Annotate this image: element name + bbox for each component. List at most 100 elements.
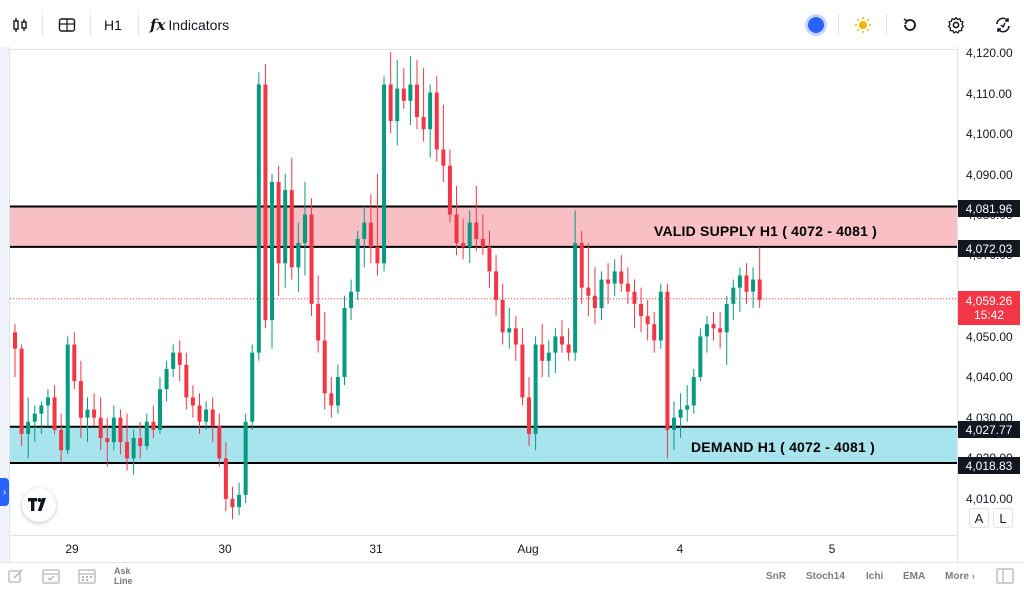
candle-body [672,417,676,430]
snr-button[interactable]: SnR [766,571,786,582]
candle [540,324,545,378]
candle [26,397,31,459]
candle-body [78,381,83,418]
stoch14-button[interactable]: Stoch14 [806,571,845,582]
candle-body [678,409,683,418]
candle-body [98,417,103,438]
candle [263,64,268,329]
candle-body [375,247,380,264]
toolbar-divider [90,14,91,36]
candle [217,413,222,467]
candle [32,405,37,443]
candle-body [237,494,242,508]
theme-sun-icon[interactable] [850,10,876,40]
supply-bottom-price-label: 4,072.03 [958,240,1020,257]
candle [414,60,419,130]
calendar-grid-icon[interactable] [78,568,96,589]
candle-body [355,238,360,292]
ask-line-button[interactable]: Ask Line [114,566,133,586]
candle [527,377,532,447]
candle [276,165,281,296]
calendar-check-icon[interactable] [42,568,60,589]
candle-body [685,405,690,410]
chart-pane[interactable]: VALID SUPPLY H1 ( 4072 - 4081 ) DEMAND H… [10,47,957,535]
pencil-icon[interactable] [8,568,24,589]
compare-icon[interactable] [54,10,80,40]
candle [283,173,288,288]
candle-body [606,279,611,284]
settings-gear-icon[interactable] [943,10,969,40]
tradingview-logo[interactable] [22,488,56,522]
candle-body [138,437,143,447]
candle-body [65,344,70,451]
log-scale-button[interactable]: L [993,508,1013,528]
candle [157,377,162,434]
time-axis[interactable]: 29 30 31 Aug 4 5 [10,535,957,562]
sync-icon[interactable] [990,10,1016,40]
candle [144,413,149,451]
candle-body [342,307,347,378]
candle-body [428,92,433,130]
candle [751,267,756,308]
current-price-value: 4,059.26 [965,294,1013,308]
toolbar-divider [838,14,839,36]
candle [335,364,340,414]
candle [559,320,564,353]
candle-body [718,328,723,333]
layout-panels-icon[interactable] [996,568,1014,589]
candle [658,283,663,349]
bottom-toolbar: Ask Line SnR Stoch14 Ichi EMA More › [0,562,1024,590]
candle [454,186,459,256]
candle [724,295,729,365]
candle [665,283,670,459]
candle-body [632,291,637,304]
candle [296,222,301,292]
candle [619,255,624,292]
toolbar-divider [42,14,43,36]
candle [718,312,723,349]
candle [711,312,716,341]
candle-body [190,397,195,406]
indicators-button[interactable]: fx Indicators [150,10,240,40]
candle-body [368,222,373,248]
candle-body [579,242,584,288]
more-button[interactable]: More › [945,571,975,582]
auto-scale-button[interactable]: A [969,508,989,528]
price-chart[interactable] [10,47,957,535]
candle [744,263,749,304]
candle-body [322,340,327,394]
candle-body [665,291,670,430]
candle-body [540,344,545,361]
candle [566,328,571,361]
candle [507,307,512,349]
candles-icon[interactable] [8,10,32,40]
price-tick: 4,110.00 [966,87,1012,101]
ema-button[interactable]: EMA [903,571,926,582]
top-toolbar: H1 fx Indicators [0,0,1024,50]
candle [579,230,584,304]
supply-zone-label: VALID SUPPLY H1 ( 4072 - 4081 ) [654,223,878,239]
candle-body [513,328,518,345]
candle [72,332,77,390]
connection-status-icon[interactable] [804,10,828,40]
undo-icon[interactable] [897,10,923,40]
candle-body [553,336,558,353]
candle [461,218,466,260]
candle [691,368,696,414]
candle [606,263,611,304]
candle-body [32,413,37,422]
candle [421,68,426,142]
time-label: 4 [676,542,684,556]
candle-body [335,377,340,406]
candle [45,389,50,426]
candle-body [421,117,426,130]
price-axis[interactable]: 4,120.00 4,110.00 4,100.00 4,090.00 4,08… [957,46,1024,562]
candle-body [625,283,630,292]
ichi-button[interactable]: Ichi [866,571,884,582]
interval-button[interactable]: H1 [104,17,122,33]
expand-toolbar-chevron-icon[interactable]: › [0,478,9,506]
candle-body [757,279,762,300]
candle [289,157,294,280]
candle-body [59,429,64,451]
candle-body [171,352,176,369]
